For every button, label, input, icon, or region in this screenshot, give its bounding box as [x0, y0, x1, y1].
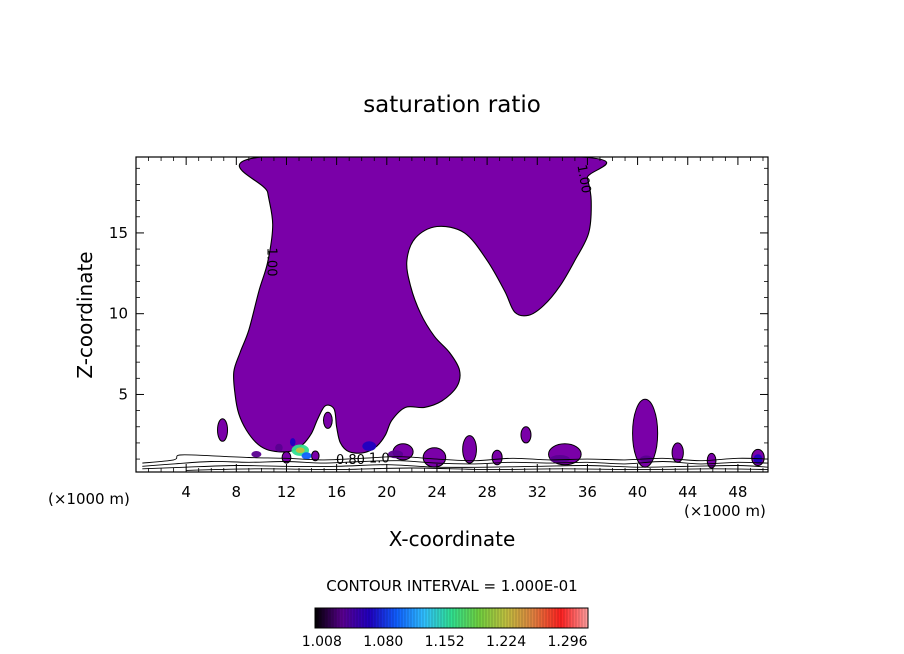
x-tick-label: 32 [528, 483, 547, 501]
colorbar-stripes [317, 608, 586, 628]
cloud-cell-13 [281, 451, 292, 464]
cloud-field [217, 157, 765, 469]
plot-frame [135, 156, 769, 473]
contour-labels: 1.00 1.00 0.80 1.0 [264, 163, 594, 467]
x-tick-label: 4 [181, 483, 191, 501]
surface-contour-1 [142, 454, 768, 464]
colorbar-tick-label: 1.152 [425, 634, 465, 650]
surface-contour-2 [142, 460, 768, 467]
x-unit-right: (×1000 m) [684, 502, 766, 520]
high-saturation-spot-4 [275, 443, 283, 452]
x-axis-ticks: 4 8 12 16 20 24 28 32 36 40 44 48 [148, 157, 764, 501]
x-tick-label: 20 [377, 483, 396, 501]
y-tick-label: 10 [109, 305, 128, 323]
cloud-cell-4 [422, 447, 447, 468]
y-tick-label: 15 [109, 224, 128, 242]
contour-value-label: 0.80 [336, 453, 365, 468]
y-axis-label: Z-coordinate [73, 251, 97, 378]
surface-contour-4 [186, 467, 768, 471]
y-tick-label: 5 [118, 385, 128, 403]
x-tick-label: 24 [427, 483, 446, 501]
x-tick-label: 12 [277, 483, 296, 501]
cloud-cell-7 [520, 426, 532, 444]
cloud-cell-2 [322, 411, 333, 429]
x-tick-label: 16 [327, 483, 346, 501]
high-saturation-spot-7 [549, 455, 570, 464]
x-tick-label: 36 [578, 483, 597, 501]
main-cloud-region [232, 157, 608, 454]
colorbar-tick-label: 1.008 [302, 634, 342, 650]
contour-interval-text: CONTOUR INTERVAL = 1.000E-01 [326, 577, 577, 595]
x-tick-label: 28 [478, 483, 497, 501]
colorbar-tick-label: 1.224 [486, 634, 526, 650]
x-tick-label: 8 [232, 483, 242, 501]
cloud-cell-14 [311, 450, 320, 462]
colorbar [314, 607, 589, 629]
contour-value-label: 1.0 [369, 451, 390, 466]
surface-contour-3 [142, 464, 768, 470]
x-tick-label: 40 [628, 483, 647, 501]
high-saturation-spot-10 [251, 451, 262, 458]
colorbar-tick-labels: 1.008 1.080 1.152 1.224 1.296 [302, 634, 588, 650]
x-unit-left: (×1000 m) [48, 490, 130, 508]
x-tick-label: 48 [728, 483, 747, 501]
chart-title: saturation ratio [363, 92, 541, 118]
contour-value-label: 1.00 [573, 163, 593, 194]
x-axis-label: X-coordinate [389, 527, 516, 551]
contour-value-label: 1.00 [264, 248, 279, 277]
high-saturation-spot-6 [388, 450, 404, 459]
colorbar-tick-label: 1.080 [363, 634, 403, 650]
cloud-cell-1 [217, 418, 229, 442]
high-saturation-spot-3 [301, 452, 312, 460]
x-tick-label: 44 [678, 483, 697, 501]
high-saturation-spot-2 [289, 438, 296, 447]
colorbar-tick-label: 1.296 [547, 634, 587, 650]
cloud-cell-6 [491, 449, 503, 466]
high-saturation-core-1 [295, 447, 305, 454]
y-axis-ticks: 5 10 15 [109, 167, 768, 460]
high-saturation-spot-5 [362, 441, 377, 451]
cloud-cell-5 [462, 435, 477, 464]
